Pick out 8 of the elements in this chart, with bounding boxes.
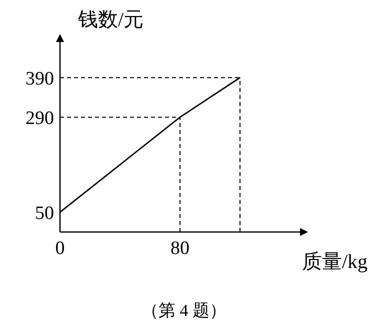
y-tick-label: 50 bbox=[35, 203, 54, 224]
x-tick-label: 80 bbox=[170, 238, 190, 259]
y-axis-title: 钱数/元 bbox=[77, 9, 144, 31]
x-tick-label: 0 bbox=[55, 238, 65, 259]
y-tick-label: 390 bbox=[26, 68, 54, 90]
x-axis-title: 质量/kg bbox=[302, 251, 368, 273]
y-tick-label: 290 bbox=[26, 108, 54, 130]
text: （第 4 题） bbox=[142, 301, 226, 320]
